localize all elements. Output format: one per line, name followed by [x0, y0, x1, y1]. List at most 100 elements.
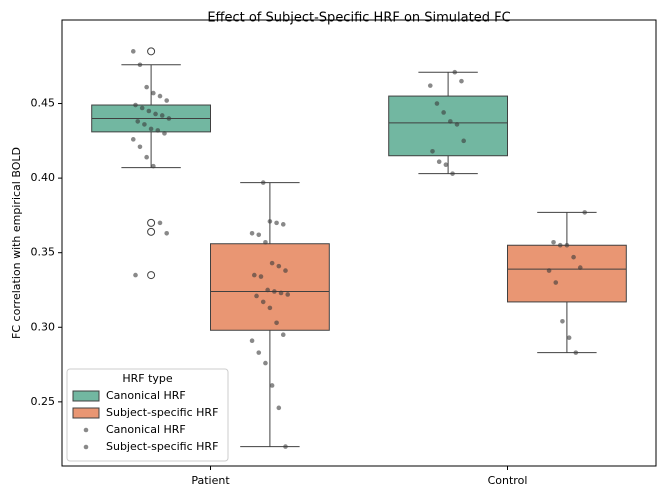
- strip-point: [461, 138, 466, 144]
- strip-point: [427, 83, 433, 88]
- strip-point: [577, 265, 583, 270]
- strip-point: [553, 280, 559, 285]
- strip-point: [258, 274, 264, 279]
- legend-frame: [66, 368, 229, 462]
- strip-point: [142, 122, 147, 127]
- strip-point: [441, 110, 446, 115]
- strip-point: [146, 108, 152, 114]
- strip-point: [151, 90, 156, 96]
- legend-label: Canonical HRF: [106, 423, 186, 436]
- strip-point: [276, 263, 282, 269]
- strip-point: [166, 116, 172, 121]
- strip-point: [137, 144, 143, 150]
- strip-point: [564, 242, 570, 248]
- strip-point: [157, 93, 163, 99]
- strip-point: [260, 180, 266, 185]
- strip-point: [162, 131, 167, 136]
- strip-point: [269, 260, 275, 266]
- strip-point: [133, 102, 138, 108]
- strip-point: [260, 299, 266, 305]
- strip-point: [130, 137, 136, 142]
- chart-title: Effect of Subject-Specific HRF on Simula…: [207, 11, 510, 26]
- strip-point: [557, 242, 563, 248]
- strip-point: [265, 287, 270, 293]
- strip-point: [144, 154, 149, 160]
- strip-point: [274, 320, 279, 326]
- x-tick-label: Control: [488, 474, 528, 487]
- strip-point: [452, 69, 458, 75]
- strip-point: [278, 290, 284, 296]
- plot-frame: [61, 19, 657, 467]
- strip-point: [280, 332, 286, 338]
- strip-point: [551, 239, 556, 245]
- strip-point: [263, 239, 268, 245]
- strip-point: [280, 222, 286, 227]
- y-tick-label: 0.45: [31, 97, 56, 110]
- strip-point: [159, 113, 165, 118]
- legend-marker: [83, 444, 89, 450]
- legend-label: Subject-specific HRF: [106, 440, 218, 453]
- strip-point: [155, 128, 161, 133]
- x-tick-label: Patient: [191, 474, 230, 487]
- outlier: [147, 218, 156, 227]
- strip-point: [157, 220, 163, 226]
- strip-point: [430, 148, 435, 154]
- strip-point: [252, 272, 257, 278]
- strip-point: [560, 319, 565, 324]
- strip-point: [546, 268, 552, 273]
- box: [507, 244, 627, 303]
- strip-point: [450, 171, 455, 176]
- strip-point: [573, 350, 579, 355]
- legend-swatch: [72, 407, 100, 419]
- strip-point: [164, 231, 169, 236]
- strip-point: [276, 405, 282, 411]
- strip-point: [153, 111, 158, 117]
- strip-point: [249, 338, 255, 344]
- legend-marker: [83, 427, 89, 433]
- strip-point: [256, 350, 262, 355]
- strip-point: [269, 383, 275, 388]
- strip-point: [256, 232, 262, 238]
- strip-point: [448, 119, 453, 124]
- strip-point: [135, 119, 141, 124]
- legend-title: HRF type: [122, 372, 173, 385]
- box: [388, 95, 509, 157]
- strip-point: [267, 219, 273, 224]
- strip-point: [566, 335, 572, 341]
- y-tick-label: 0.40: [31, 171, 56, 184]
- strip-point: [263, 360, 268, 366]
- strip-point: [582, 210, 588, 215]
- legend: HRF type Canonical HRF Subject-specific HR…: [66, 368, 229, 462]
- strip-point: [151, 163, 156, 169]
- strip-point: [164, 98, 169, 103]
- outlier: [147, 271, 156, 280]
- y-tick-label: 0.25: [31, 395, 56, 408]
- strip-point: [267, 305, 273, 311]
- strip-point: [454, 122, 460, 127]
- strip-point: [436, 159, 442, 165]
- strip-point: [459, 78, 464, 84]
- strip-point: [254, 293, 259, 299]
- y-axis-label: FC correlation with empirical BOLD: [10, 147, 23, 339]
- strip-point: [285, 292, 291, 297]
- strip-point: [249, 231, 255, 236]
- strip-point: [130, 49, 136, 54]
- legend-label: Subject-specific HRF: [106, 406, 218, 419]
- legend-label: Canonical HRF: [106, 389, 186, 402]
- y-tick-label: 0.35: [31, 246, 56, 259]
- strip-point: [274, 220, 279, 226]
- y-tick-label: 0.30: [31, 320, 56, 333]
- legend-swatch: [72, 390, 100, 402]
- strip-point: [139, 105, 145, 111]
- strip-point: [133, 272, 138, 278]
- outlier: [147, 47, 156, 56]
- box: [210, 243, 330, 331]
- outlier: [147, 227, 156, 236]
- strip-point: [443, 162, 449, 167]
- strip-point: [283, 268, 288, 273]
- strip-point: [283, 444, 288, 449]
- strip-point: [571, 254, 576, 260]
- strip-point: [144, 84, 149, 90]
- strip-point: [148, 126, 154, 132]
